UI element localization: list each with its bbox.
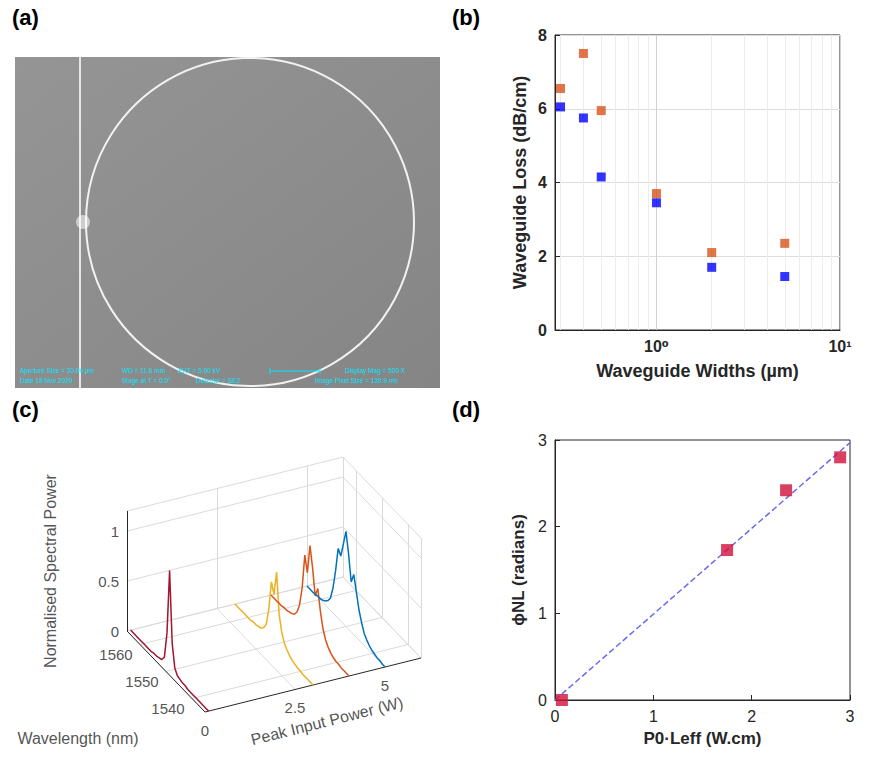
- svg-text:6: 6: [538, 100, 547, 117]
- svg-text:4: 4: [538, 174, 547, 191]
- svg-text:1: 1: [649, 708, 658, 725]
- svg-text:0: 0: [551, 708, 560, 725]
- svg-text:Stage at T = 0.0°: Stage at T = 0.0°: [122, 377, 171, 385]
- svg-text:10⁰: 10⁰: [644, 338, 669, 355]
- svg-text:Aperture Size = 30.00 µm: Aperture Size = 30.00 µm: [20, 367, 94, 375]
- svg-text:0: 0: [111, 623, 119, 640]
- svg-text:0: 0: [201, 722, 209, 739]
- svg-text:1560: 1560: [99, 646, 132, 663]
- svg-text:Wavelength (nm): Wavelength (nm): [17, 730, 138, 747]
- svg-text:5: 5: [381, 677, 389, 694]
- svg-text:3: 3: [538, 432, 547, 449]
- svg-text:Waveguide Loss (dB/cm): Waveguide Loss (dB/cm): [510, 76, 530, 289]
- svg-text:(a): (a): [12, 5, 39, 30]
- svg-text:P0·Leff (W.cm): P0·Leff (W.cm): [643, 729, 761, 748]
- svg-text:1540: 1540: [151, 700, 184, 717]
- svg-text:WD = 11.6 mm: WD = 11.6 mm: [122, 367, 165, 374]
- svg-text:(b): (b): [452, 5, 480, 30]
- svg-text:10¹: 10¹: [828, 338, 851, 355]
- svg-text:1: 1: [538, 605, 547, 622]
- svg-text:2: 2: [747, 708, 756, 725]
- svg-text:Waveguide Widths (µm): Waveguide Widths (µm): [596, 361, 799, 381]
- svg-text:2.5: 2.5: [285, 699, 306, 716]
- svg-text:Display Mag = 500 X: Display Mag = 500 X: [345, 367, 406, 375]
- svg-text:3: 3: [846, 708, 855, 725]
- svg-text:Detector = SE2: Detector = SE2: [196, 377, 241, 384]
- svg-text:2: 2: [538, 518, 547, 535]
- svg-text:Peak Input Power (W): Peak Input Power (W): [249, 694, 405, 748]
- svg-text:1550: 1550: [125, 673, 158, 690]
- svg-text:(c): (c): [12, 397, 39, 422]
- svg-text:2: 2: [538, 248, 547, 265]
- svg-text:0.5: 0.5: [98, 573, 119, 590]
- svg-text:0: 0: [538, 692, 547, 709]
- svg-text:Normalised Spectral Power: Normalised Spectral Power: [42, 473, 59, 668]
- svg-text:Date 18 Nov 2020: Date 18 Nov 2020: [20, 377, 73, 384]
- svg-text:Image Pixel Size = 139.9 nm: Image Pixel Size = 139.9 nm: [315, 377, 398, 385]
- svg-text:EHT = 5.00 kV: EHT = 5.00 kV: [178, 367, 221, 374]
- svg-text:ϕNL (radians): ϕNL (radians): [509, 514, 528, 626]
- svg-text:8: 8: [538, 27, 547, 44]
- svg-text:0: 0: [538, 322, 547, 339]
- svg-text:(d): (d): [452, 397, 480, 422]
- svg-text:1: 1: [111, 523, 119, 540]
